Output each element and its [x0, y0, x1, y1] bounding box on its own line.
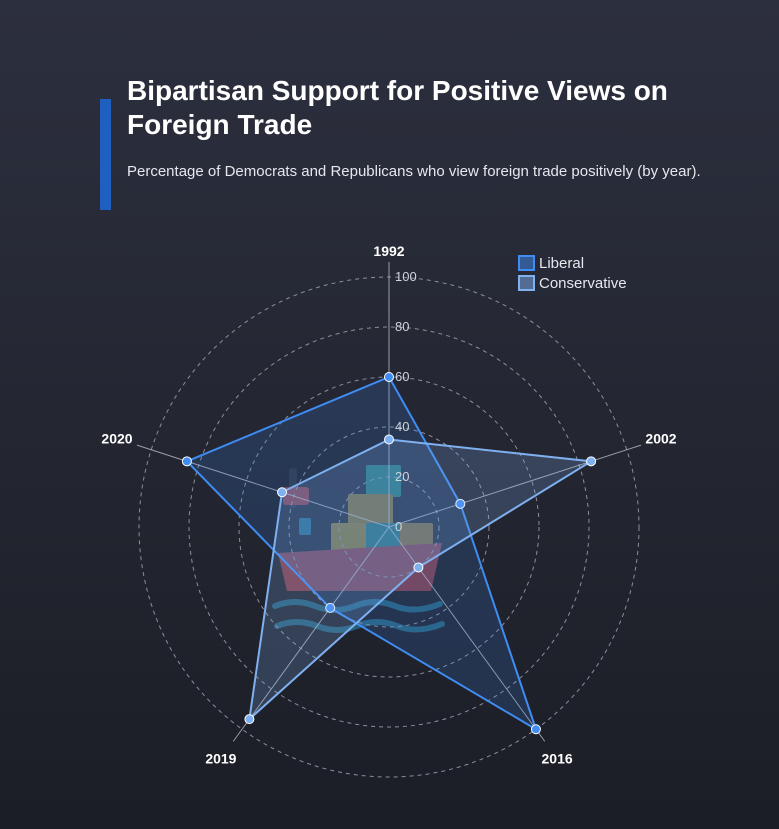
data-point [325, 602, 336, 613]
radial-ticks: 0 20 40 60 80 100 [395, 269, 417, 534]
category-label: 2002 [645, 431, 676, 447]
radial-tick-label: 60 [395, 369, 409, 384]
legend-swatch [518, 255, 535, 271]
chart-subtitle: Percentage of Democrats and Republicans … [127, 163, 701, 180]
category-labels: 1992 2002 2016 2019 2020 [101, 243, 676, 766]
data-point [384, 372, 394, 382]
axis-spoke [136, 444, 390, 528]
data-point [384, 434, 394, 445]
series-liberal [181, 372, 541, 735]
radar-series [181, 372, 597, 735]
legend: Liberal Conservative [518, 255, 627, 292]
data-point [244, 714, 255, 725]
series-conservative [244, 434, 597, 725]
category-label: 1992 [373, 243, 404, 259]
data-point [413, 562, 424, 573]
data-point [530, 724, 541, 735]
chart-title: Bipartisan Support for Positive Views on… [127, 75, 668, 140]
axis-spoke [388, 526, 546, 742]
series-area [185, 375, 538, 732]
axis-spoke [232, 526, 390, 742]
radial-tick-label: 0 [395, 519, 402, 534]
legend-swatch [518, 275, 535, 291]
radial-tick-label: 80 [395, 319, 409, 334]
category-label: 2016 [542, 750, 573, 766]
radial-tick-label: 20 [395, 469, 409, 484]
series-area [248, 438, 595, 722]
data-point [181, 456, 192, 467]
axis-spoke [388, 444, 642, 528]
title-accent-bar [100, 99, 111, 210]
data-point [277, 487, 288, 498]
legend-label: Conservative [539, 275, 627, 292]
category-label: 2020 [101, 431, 132, 447]
grid-circle [288, 426, 490, 628]
radial-tick-label: 100 [395, 269, 417, 284]
data-point [586, 456, 597, 467]
legend-label: Liberal [539, 255, 584, 272]
data-point [455, 498, 466, 509]
radial-tick-label: 40 [395, 419, 409, 434]
category-label: 2019 [205, 750, 236, 766]
grid-circle [188, 326, 590, 728]
